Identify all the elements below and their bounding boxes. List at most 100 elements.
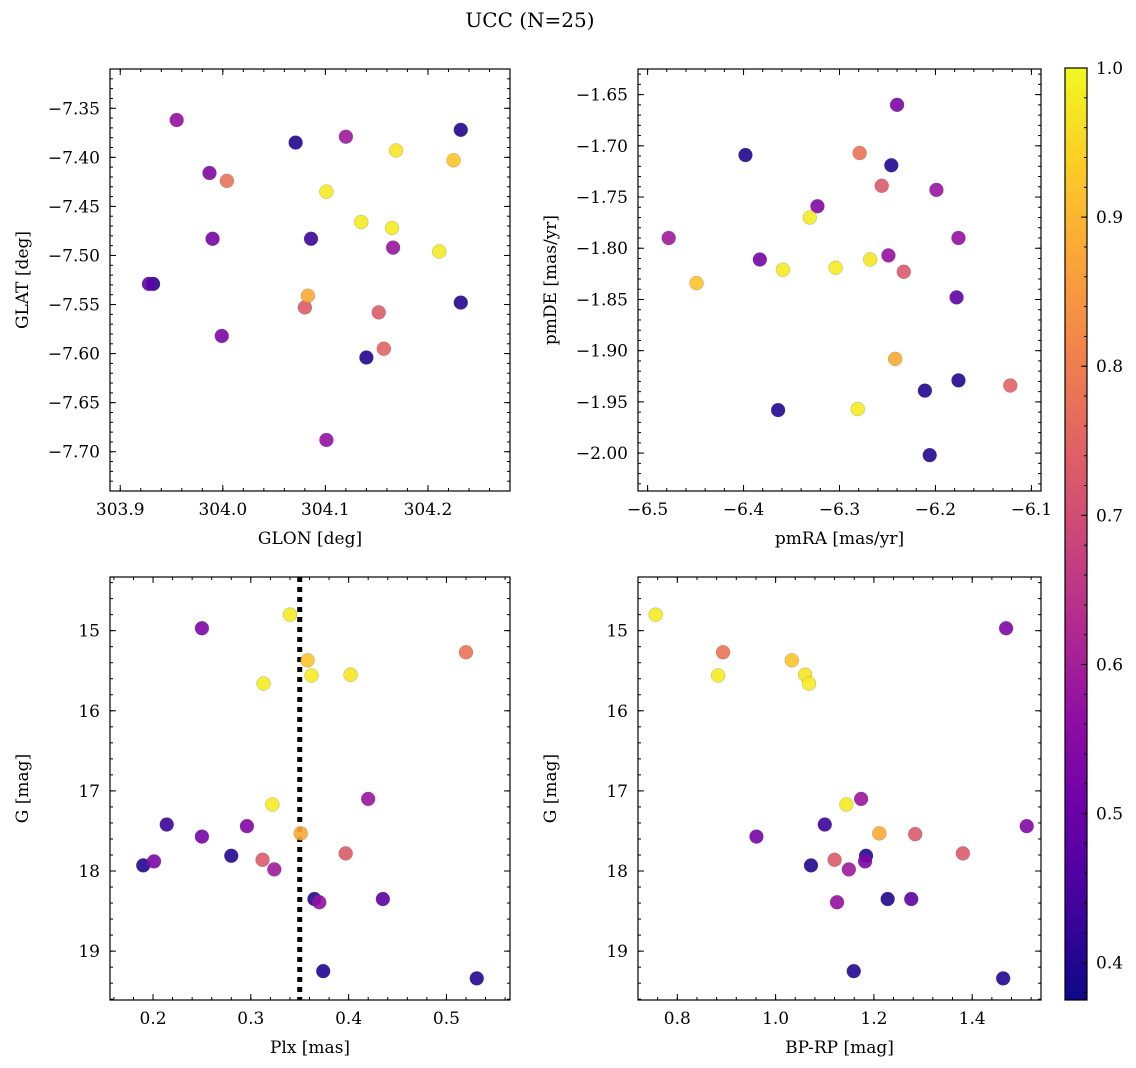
scatter-points (648, 607, 1034, 986)
y-tick-label: −7.55 (48, 296, 100, 316)
scatter-point (303, 231, 319, 246)
minor-ticks (638, 577, 1041, 1000)
y-tick-label: 16 (78, 702, 100, 722)
scatter-point (1019, 818, 1034, 834)
scatter-point (775, 262, 791, 277)
scatter-point (853, 791, 869, 807)
y-tick-label: 15 (78, 622, 100, 642)
scatter-point (385, 240, 401, 255)
scatter-point (917, 383, 933, 398)
y-tick-label: −7.65 (48, 394, 100, 414)
scatter-point (239, 818, 255, 834)
scatter-point (841, 862, 857, 877)
scatter-point (304, 668, 319, 683)
scatter-point (817, 817, 832, 832)
panel-plx-g: 0.2 0.3 0.4 0.5 15 16 17 18 19 Plx [mas] G [mag] (13, 576, 511, 1058)
figure-title: UCC (N=25) (465, 8, 594, 32)
scatter-point (338, 129, 354, 144)
scatter-point (887, 351, 903, 367)
scatter-point (710, 668, 726, 683)
scatter-point (850, 401, 865, 417)
scatter-point (955, 846, 971, 861)
scatter-point (282, 607, 298, 622)
scatter-point (874, 178, 889, 193)
y-tick-label: 15 (606, 622, 628, 642)
scatter-point (359, 350, 374, 365)
x-axis-label: Plx [mas] (270, 1038, 350, 1058)
scatter-point (360, 791, 376, 807)
scatter-point (803, 858, 819, 873)
scatter-point (319, 432, 334, 448)
colorbar-tick-label: 0.8 (1096, 357, 1123, 377)
x-tick-label: 304.2 (404, 500, 453, 520)
scatter-point (839, 797, 854, 812)
scatter-point (929, 182, 944, 198)
scatter-point (288, 135, 303, 150)
scatter-point (265, 797, 280, 812)
scatter-point (810, 199, 825, 214)
y-tick-label: −7.70 (48, 443, 100, 463)
scatter-point (316, 963, 331, 979)
y-tick-label: −1.80 (576, 239, 628, 259)
panel-bprp-g: 0.8 1.0 1.2 1.4 15 16 17 18 19 BP-RP [mag] G [mag] (541, 576, 1042, 1058)
scatter-point (689, 275, 704, 291)
scatter-point (829, 895, 845, 910)
scatter-point (863, 252, 878, 267)
y-tick-label: 18 (606, 862, 628, 882)
scatter-point (159, 817, 174, 832)
scatter-point (738, 147, 753, 163)
x-tick-label: −6.5 (627, 500, 668, 520)
y-tick-label: 16 (606, 702, 628, 722)
y-tick-label: 17 (78, 782, 100, 802)
scatter-point (907, 826, 923, 842)
x-tick-label: 0.3 (237, 1009, 264, 1029)
scatter-point (872, 826, 887, 841)
scatter-point (256, 676, 271, 691)
scatter-point (749, 829, 764, 844)
x-tick-label: 0.8 (664, 1009, 691, 1029)
scatter-point (998, 621, 1014, 636)
panel-pmra-pmde: −6.5 −6.4 −6.3 −6.2 −6.1 −1.65 −1.70 −1.75 −1.80… (541, 68, 1052, 549)
scatter-point (384, 220, 400, 236)
scatter-point (202, 165, 217, 181)
scatter-point (312, 895, 327, 910)
minor-ticks (110, 577, 510, 1000)
y-axis-label: G [mag] (541, 754, 561, 823)
scatter-point (828, 260, 843, 275)
y-tick-label: −7.60 (48, 345, 100, 365)
scatter-point (801, 676, 817, 691)
scatter-point (904, 891, 919, 907)
y-tick-label: 17 (606, 782, 628, 802)
scatter-point (752, 252, 768, 267)
scatter-point (770, 402, 786, 418)
colorbar-tick-label: 0.4 (1096, 954, 1123, 974)
y-tick-label: −7.35 (48, 99, 100, 119)
scatter-point (267, 862, 282, 877)
x-tick-label: 1.4 (959, 1009, 986, 1029)
scatter-point (446, 153, 461, 168)
scatter-point (219, 173, 235, 189)
scatter-point (648, 607, 663, 622)
scatter-point (715, 645, 731, 660)
scatter-point (922, 447, 937, 463)
x-tick-label: 304.1 (301, 500, 350, 520)
scatter-point (896, 264, 911, 280)
scatter-point (146, 854, 162, 869)
scatter-point (458, 645, 474, 660)
scatter-point (354, 214, 369, 230)
x-axis-label: BP-RP [mag] (785, 1038, 894, 1058)
y-tick-label: −1.70 (576, 137, 628, 157)
y-tick-label: 19 (78, 942, 100, 962)
colorbar-tick-label: 1.0 (1096, 59, 1123, 79)
scatter-point (1003, 378, 1018, 393)
x-tick-label: 0.2 (140, 1009, 167, 1029)
colorbar: 0.4 0.5 0.6 0.7 0.8 0.9 1.0 (1064, 59, 1123, 1001)
y-tick-label: −1.95 (576, 393, 628, 413)
x-tick-label: 0.4 (335, 1009, 362, 1029)
scatter-points (141, 112, 468, 448)
y-tick-label: −2.00 (576, 444, 628, 464)
scatter-point (293, 826, 308, 841)
x-axis-label: pmRA [mas/yr] (775, 529, 904, 549)
scatter-point (338, 846, 353, 861)
colorbar-tick-label: 0.5 (1096, 805, 1123, 825)
